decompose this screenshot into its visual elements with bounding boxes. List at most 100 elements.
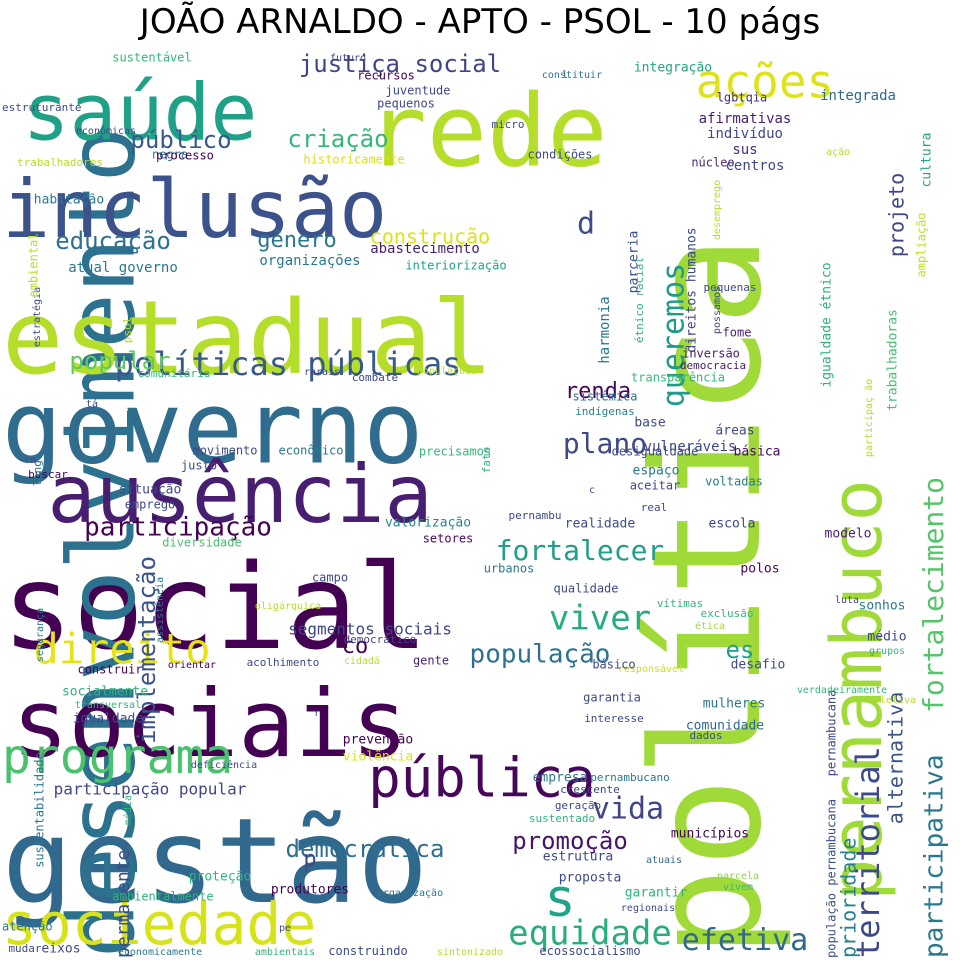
word-rurais: rurais [304, 367, 340, 378]
word-atual-governo: atual governo [68, 260, 178, 276]
word-sonhos: sonhos [859, 599, 906, 614]
word-parceria: parceria [627, 231, 642, 294]
word-etica: ética [695, 620, 725, 632]
word-escola: escola [709, 517, 756, 532]
word-basica: básica [734, 445, 781, 460]
word-d: d [577, 207, 595, 242]
word-gestao: gestão [2, 792, 428, 930]
word-democratico: democrático [344, 633, 417, 646]
word-c: c [589, 485, 595, 496]
word-media: média [122, 795, 134, 825]
word-rede: rede [367, 72, 608, 189]
word-ampliacao: ampliação [915, 212, 929, 277]
word-valorizacao: valorização [385, 516, 471, 531]
word-fome: fome [723, 326, 752, 340]
word-desafio: desafio [731, 658, 786, 673]
word-precisamos: precisamos [419, 445, 491, 459]
word-lgbtqia: lgbtqia [717, 91, 768, 105]
word-renda: renda [565, 379, 631, 404]
word-realidade: realidade [565, 517, 636, 532]
word-seguranca: segurança [35, 608, 46, 662]
word-juventude: juventude [385, 84, 450, 98]
word-luta: luta [835, 595, 859, 606]
word-criacao: criação [287, 125, 388, 153]
word-integracao: integração [634, 61, 712, 76]
word-harmonia: harmonia [597, 296, 613, 363]
word-futuro: futuro [330, 53, 366, 64]
word-igualdade-etnico: igualdade étnico [820, 262, 835, 387]
word-atencao: atenção [2, 920, 53, 934]
word-modelo: modelo [825, 527, 872, 542]
word-pernambucana: pernambucana [825, 690, 839, 777]
word-transparencia: transparência [631, 371, 725, 385]
word-garantia: garantia [583, 691, 641, 705]
word-aceitar: aceitar [630, 479, 681, 493]
word-sustentavel: sustentável [112, 51, 191, 65]
word-territorial: territorial [849, 746, 887, 958]
word-popular: popular [69, 347, 170, 375]
word-integrada: integrada [820, 88, 896, 104]
word-direitos-humanos: direitos humanos [685, 227, 700, 352]
word-publico: público [130, 126, 231, 154]
word-ra: ra [24, 455, 36, 466]
word-p: p [303, 847, 316, 872]
word-grupos: grupos [869, 646, 905, 657]
word-construcao: construção [370, 225, 490, 249]
word-trabalhadoras: trabalhadoras [886, 309, 901, 411]
word-organizacoes: organizações [259, 253, 360, 269]
word-produtores: produtores [271, 883, 349, 898]
word-igualdade: igualdade [73, 712, 144, 727]
word-governo: governo [2, 369, 423, 486]
word-recursos: recursos [357, 69, 415, 83]
word-acao: ação [826, 147, 850, 158]
word-estruturante: estruturante [2, 101, 81, 114]
word-co: co [342, 634, 369, 659]
word-longo: longo [31, 453, 44, 486]
word-populacao-pernambucana: população pernambucana [825, 799, 839, 958]
word-situacao: situação [119, 483, 182, 498]
word-geracao: geração [555, 799, 601, 812]
word-medio: médio [867, 630, 906, 645]
word-interesse: interesse [584, 712, 644, 725]
word-emprego: emprego [125, 498, 176, 512]
word-desenvolvimento: desenvolvimento [48, 127, 155, 958]
word-pequenas: pequenas [704, 281, 757, 294]
word-plano: plano [563, 427, 647, 460]
word-economico: econômico [278, 444, 343, 458]
word-populacoes: populações [417, 366, 477, 377]
word-garantir: garantir [625, 886, 688, 901]
word-sistemica: sistêmica [572, 390, 637, 404]
word-pernambuco: pernambuco [816, 479, 898, 900]
word-etnico-racial: étnico racial [633, 257, 646, 343]
word-s: s [544, 869, 575, 929]
word-justo: justo [181, 459, 217, 473]
word-mulheres: mulheres [703, 697, 766, 712]
word-basico: básico [592, 658, 635, 672]
word-vida: vida [592, 792, 664, 827]
word-trabalhadores: trabalhadores [17, 156, 103, 169]
word-politica: política [621, 236, 795, 958]
word-violencia: violência [343, 750, 413, 765]
word-sustentado: sustentado [529, 812, 595, 825]
word-cidada: cidadã [344, 656, 380, 667]
word-participativa: participativa [920, 755, 950, 959]
word-acolhimento: acolhimento [247, 656, 320, 669]
word-inclusao: inclusão [2, 163, 387, 256]
word-ambientalmente: ambientalmente [112, 890, 213, 904]
word-coletiva: coletiva [868, 695, 916, 706]
word-sus: sus [732, 142, 757, 158]
word-fato: fato [480, 447, 493, 474]
word-social: social [2, 538, 428, 676]
word-es: es [726, 636, 755, 664]
word-populacao: população [470, 640, 611, 670]
word-combate: combate [352, 371, 398, 384]
word-l: l [562, 70, 568, 81]
word-sociais: sociais [12, 670, 408, 779]
word-politicas-publicas: políticas públicas [115, 345, 462, 383]
word-ambientais: ambientais [255, 947, 315, 958]
word-educacao: educação [55, 227, 171, 255]
word-queremos: queremos [657, 263, 692, 408]
word-pernambucano: pernambucano [590, 771, 669, 784]
word-transversal: transversal [75, 700, 141, 711]
word-polos: polos [740, 562, 779, 577]
